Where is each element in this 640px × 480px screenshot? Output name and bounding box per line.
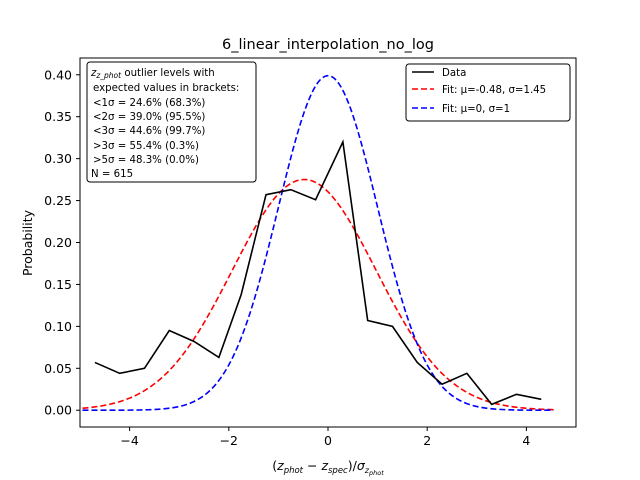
- outlier-stats-box: zz_phot outlier levels with expected val…: [86, 61, 257, 183]
- legend-label-data: Data: [442, 68, 466, 79]
- y-tick-label: 0.10: [44, 319, 72, 334]
- svg-text:(zphot − zspec)/σzphot: (zphot − zspec)/σzphot: [272, 458, 384, 477]
- y-axis-label: Probability: [20, 209, 35, 276]
- fit-curve-line: [82, 74, 554, 412]
- legend-label-fit-blue: Fit: μ=0, σ=1: [442, 104, 510, 115]
- x-axis-ticks: −4 −2 0 2 4: [120, 427, 530, 448]
- x-tick-label: −4: [120, 433, 138, 448]
- chart-title: 6_linear_interpolation_no_log: [222, 37, 434, 53]
- x-tick-label: 2: [423, 433, 431, 448]
- outlier-stats-line: >3σ = 55.4% (0.3%): [93, 141, 199, 152]
- x-tick-label: −2: [220, 433, 238, 448]
- x-axis-label: (zphot − zspec)/σzphot: [272, 458, 384, 477]
- plot-area: [82, 74, 554, 412]
- y-tick-label: 0.40: [44, 67, 72, 82]
- legend-label-fit-red: Fit: μ=-0.48, σ=1.45: [442, 85, 546, 96]
- x-tick-label: 4: [522, 433, 530, 448]
- fit-curve-line: [82, 178, 554, 411]
- legend: Data Fit: μ=-0.48, σ=1.45 Fit: μ=0, σ=1: [405, 63, 571, 122]
- y-axis-ticks: 0.00 0.05 0.10 0.15 0.20 0.25 0.30 0.35 0.40: [44, 67, 80, 418]
- y-tick-label: 0.25: [44, 193, 72, 208]
- outlier-stats-header: zz_phot outlier levels with: [90, 68, 215, 80]
- y-tick-label: 0.30: [44, 151, 72, 166]
- y-tick-label: 0.35: [44, 109, 72, 124]
- data-series-line: [94, 139, 542, 406]
- outlier-stats-line: <1σ = 24.6% (68.3%): [93, 98, 205, 109]
- y-tick-label: 0.20: [44, 235, 72, 250]
- outlier-stats-line: <3σ = 44.6% (99.7%): [93, 126, 205, 137]
- outlier-stats-line: expected values in brackets:: [93, 83, 239, 94]
- y-tick-label: 0.00: [44, 403, 72, 418]
- x-tick-label: 0: [324, 433, 332, 448]
- y-tick-label: 0.15: [44, 277, 72, 292]
- outlier-stats-line: >5σ = 48.3% (0.0%): [93, 155, 199, 166]
- y-tick-label: 0.05: [44, 361, 72, 376]
- outlier-stats-line: <2σ = 39.0% (95.5%): [93, 112, 205, 123]
- outlier-stats-line: N = 615: [91, 169, 133, 180]
